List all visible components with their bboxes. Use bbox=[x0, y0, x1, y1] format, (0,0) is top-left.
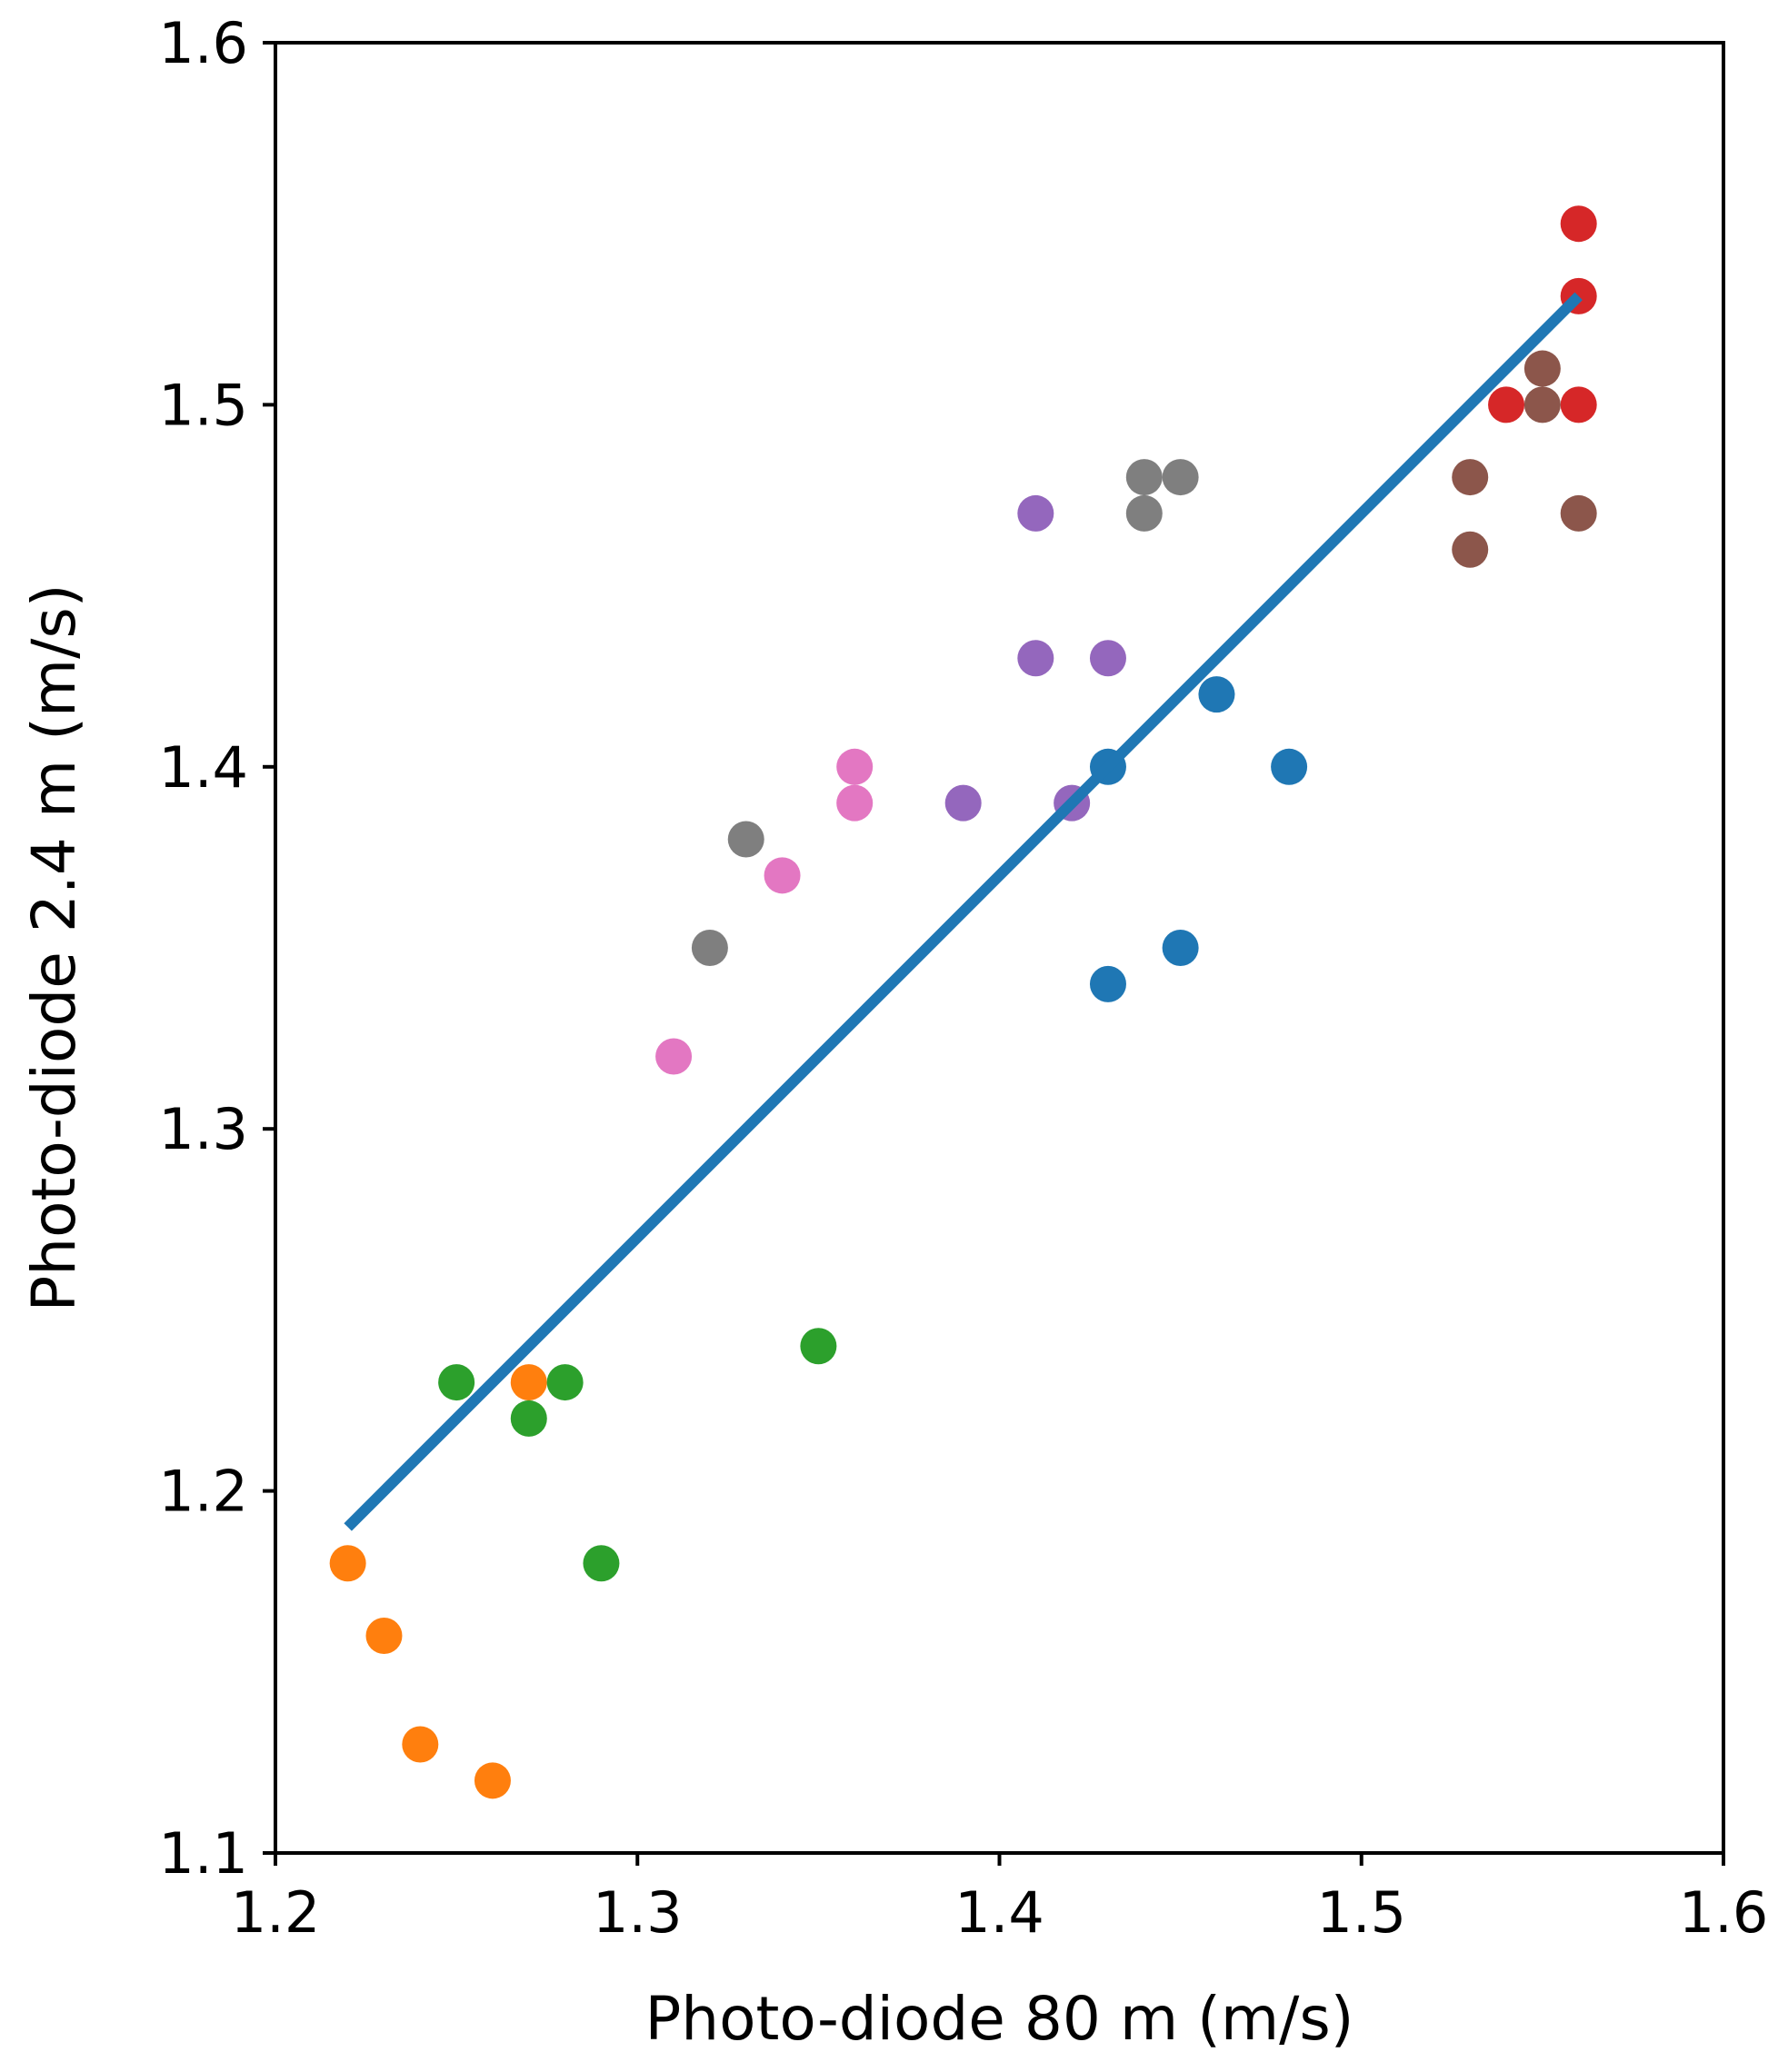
point-blue-3 bbox=[1162, 930, 1199, 966]
point-red-0 bbox=[1560, 205, 1597, 243]
point-brown-1 bbox=[1523, 386, 1561, 423]
y-axis-title: Photo-diode 2.4 m (m/s) bbox=[19, 583, 89, 1311]
y-tick-label-3: 1.4 bbox=[158, 734, 248, 801]
point-gray-2 bbox=[1125, 494, 1163, 532]
point-pink-2 bbox=[764, 857, 801, 894]
point-blue-1 bbox=[1198, 676, 1235, 713]
point-green-2 bbox=[546, 1364, 584, 1401]
x-tick-label-3: 1.5 bbox=[1316, 1879, 1406, 1946]
point-blue-4 bbox=[1089, 965, 1126, 1002]
point-orange-3 bbox=[474, 1762, 511, 1799]
x-axis-title: Photo-diode 80 m (m/s) bbox=[644, 1984, 1353, 2054]
point-gray-0 bbox=[1125, 459, 1163, 496]
point-pink-1 bbox=[836, 784, 874, 822]
point-green-1 bbox=[510, 1400, 547, 1437]
point-brown-4 bbox=[1560, 494, 1597, 532]
point-brown-2 bbox=[1452, 459, 1489, 496]
point-brown-3 bbox=[1452, 531, 1489, 568]
point-purple-2 bbox=[1089, 640, 1126, 677]
point-orange-0 bbox=[329, 1545, 366, 1582]
y-tick-label-5: 1.6 bbox=[158, 10, 248, 76]
point-gray-3 bbox=[727, 821, 764, 858]
y-tick-label-0: 1.1 bbox=[158, 1820, 248, 1887]
point-purple-1 bbox=[1017, 640, 1054, 677]
point-orange-2 bbox=[402, 1726, 439, 1763]
point-green-3 bbox=[583, 1545, 620, 1582]
point-red-3 bbox=[1560, 386, 1597, 423]
x-tick-label-4: 1.6 bbox=[1679, 1879, 1769, 1946]
y-axis-ticks: 1.1 1.2 1.3 1.4 1.5 1.6 bbox=[158, 10, 275, 1887]
point-blue-2 bbox=[1271, 748, 1308, 785]
point-purple-3 bbox=[944, 784, 982, 822]
point-orange-4 bbox=[510, 1364, 547, 1401]
point-purple-0 bbox=[1017, 494, 1054, 532]
point-red-2 bbox=[1488, 386, 1525, 423]
y-tick-label-1: 1.2 bbox=[158, 1459, 248, 1525]
point-gray-4 bbox=[691, 930, 728, 966]
point-green-4 bbox=[800, 1328, 837, 1365]
point-brown-0 bbox=[1523, 350, 1561, 387]
y-tick-label-4: 1.5 bbox=[158, 372, 248, 438]
fit-line bbox=[344, 292, 1583, 1531]
x-tick-label-2: 1.4 bbox=[954, 1879, 1044, 1946]
x-axis-ticks: 1.2 1.3 1.4 1.5 1.6 bbox=[231, 1853, 1769, 1946]
point-pink-0 bbox=[836, 748, 874, 785]
fit-line-layer bbox=[344, 292, 1583, 1531]
x-tick-label-1: 1.3 bbox=[593, 1879, 683, 1946]
data-points bbox=[329, 205, 1597, 1799]
point-pink-3 bbox=[655, 1038, 693, 1075]
x-tick-label-0: 1.2 bbox=[231, 1879, 321, 1946]
point-gray-1 bbox=[1162, 459, 1199, 496]
plot-frame bbox=[274, 41, 1725, 1855]
y-tick-label-2: 1.3 bbox=[158, 1096, 248, 1162]
point-orange-1 bbox=[365, 1617, 403, 1654]
point-green-0 bbox=[438, 1364, 475, 1401]
